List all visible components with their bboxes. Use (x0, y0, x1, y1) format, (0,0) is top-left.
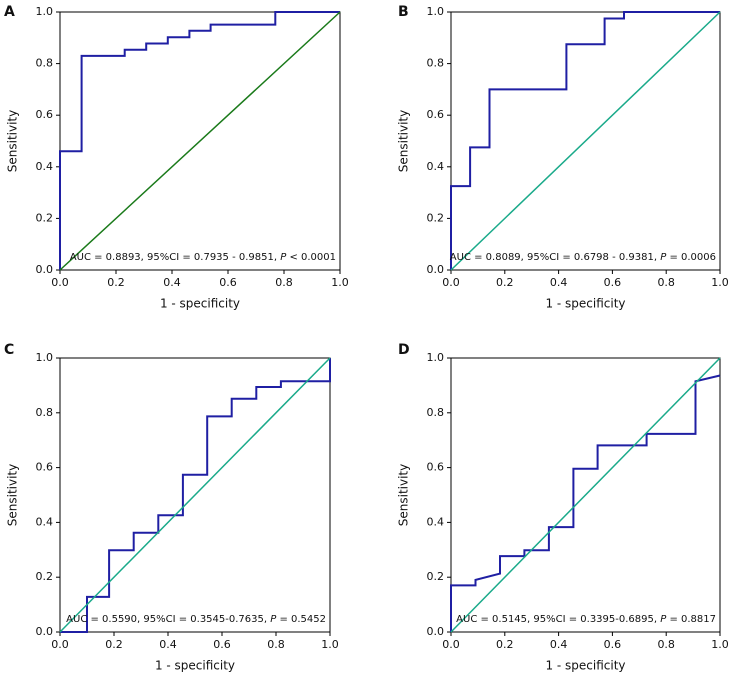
annotation-part: AUC = 0.5590, 95%CI = 0.3545-0.7635, (66, 614, 270, 625)
y-tick-label: 0.0 (36, 263, 54, 276)
y-axis-label: Sensitivity (6, 464, 20, 526)
y-tick-label: 0.2 (427, 570, 445, 583)
annotation-part: = 0.0006 (666, 252, 716, 263)
x-axis-label: 1 - specificity (160, 297, 240, 311)
x-tick-label: 0.8 (657, 638, 675, 651)
y-tick-label: 0.0 (36, 625, 54, 638)
x-tick-label: 0.6 (219, 276, 237, 289)
x-tick-label: 1.0 (711, 638, 729, 651)
x-tick-label: 0.4 (163, 276, 181, 289)
x-tick-label: 1.0 (331, 276, 349, 289)
x-tick-label: 0.2 (496, 638, 514, 651)
annotation-part: P (660, 252, 667, 263)
y-tick-label: 0.6 (427, 108, 445, 121)
x-axis-label: 1 - specificity (155, 659, 235, 673)
x-tick-label: 0.6 (604, 638, 622, 651)
y-tick-label: 0.0 (427, 625, 445, 638)
y-tick-label: 0.4 (36, 160, 54, 173)
y-tick-label: 1.0 (427, 351, 445, 364)
y-tick-label: 0.8 (427, 406, 445, 419)
annotation-part: AUC = 0.8893, 95%CI = 0.7935 - 0.9851, (70, 252, 280, 263)
y-tick-label: 0.2 (36, 211, 54, 224)
panel-label: D (398, 342, 410, 358)
annotation: AUC = 0.8089, 95%CI = 0.6798 - 0.9381, P… (450, 252, 716, 263)
roc-line (450, 374, 721, 632)
panel-label: C (4, 342, 14, 358)
annotation-part: P (270, 614, 277, 625)
x-tick-label: 0.8 (275, 276, 293, 289)
x-tick-label: 0.4 (159, 638, 177, 651)
y-tick-label: 1.0 (36, 351, 54, 364)
y-tick-label: 0.4 (36, 515, 54, 528)
annotation: AUC = 0.8893, 95%CI = 0.7935 - 0.9851, P… (70, 252, 336, 263)
panel-label: B (398, 4, 409, 20)
roc-line (59, 11, 341, 271)
plot-frame (59, 357, 331, 633)
y-tick-label: 0.8 (36, 406, 54, 419)
plot-frame (59, 11, 341, 271)
x-tick-label: 0.0 (442, 276, 460, 289)
y-axis-label: Sensitivity (6, 110, 20, 172)
annotation-part: = 0.8817 (666, 614, 716, 625)
y-axis-label: Sensitivity (397, 110, 411, 172)
y-axis-label: Sensitivity (397, 464, 411, 526)
annotation-part: < 0.0001 (286, 252, 336, 263)
x-tick-label: 0.2 (496, 276, 514, 289)
annotation-part: AUC = 0.8089, 95%CI = 0.6798 - 0.9381, (450, 252, 660, 263)
x-tick-label: 0.8 (657, 276, 675, 289)
y-tick-label: 1.0 (427, 5, 445, 18)
y-tick-label: 0.2 (427, 211, 445, 224)
x-tick-label: 0.0 (442, 638, 460, 651)
y-tick-label: 0.4 (427, 515, 445, 528)
x-tick-label: 0.6 (213, 638, 231, 651)
panel-label: A (4, 4, 15, 20)
roc-line (59, 11, 340, 270)
x-tick-label: 0.8 (267, 638, 285, 651)
annotation-part: P (280, 252, 287, 263)
x-tick-label: 0.6 (604, 276, 622, 289)
annotation: AUC = 0.5145, 95%CI = 0.3395-0.6895, P =… (456, 614, 716, 625)
y-tick-label: 0.0 (427, 263, 445, 276)
x-tick-label: 0.4 (550, 638, 568, 651)
y-tick-label: 0.8 (427, 57, 445, 70)
x-tick-label: 1.0 (321, 638, 339, 651)
y-tick-label: 0.2 (36, 570, 54, 583)
roc-line (450, 11, 721, 271)
annotation-part: P (660, 614, 667, 625)
annotation-part: AUC = 0.5145, 95%CI = 0.3395-0.6895, (456, 614, 660, 625)
x-tick-label: 0.2 (105, 638, 123, 651)
y-tick-label: 0.8 (36, 57, 54, 70)
y-tick-label: 0.6 (36, 461, 54, 474)
annotation-part: = 0.5452 (276, 614, 326, 625)
plot-frame (450, 11, 721, 271)
y-tick-label: 0.6 (36, 108, 54, 121)
x-axis-label: 1 - specificity (545, 659, 625, 673)
roc-line (450, 11, 720, 270)
y-tick-label: 0.6 (427, 461, 445, 474)
x-axis-label: 1 - specificity (545, 297, 625, 311)
x-tick-label: 0.0 (51, 638, 69, 651)
x-tick-label: 1.0 (711, 276, 729, 289)
x-tick-label: 0.2 (107, 276, 125, 289)
roc-line (59, 357, 331, 633)
annotation: AUC = 0.5590, 95%CI = 0.3545-0.7635, P =… (66, 614, 326, 625)
plot-frame (450, 357, 721, 633)
x-tick-label: 0.4 (550, 276, 568, 289)
y-tick-label: 0.4 (427, 160, 445, 173)
x-tick-label: 0.0 (51, 276, 69, 289)
y-tick-label: 1.0 (36, 5, 54, 18)
roc-line (450, 357, 721, 633)
